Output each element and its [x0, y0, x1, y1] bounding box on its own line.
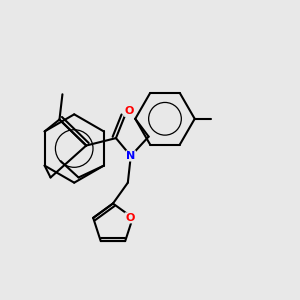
Text: N: N — [126, 151, 135, 161]
Text: O: O — [125, 213, 134, 223]
Text: O: O — [124, 106, 134, 116]
